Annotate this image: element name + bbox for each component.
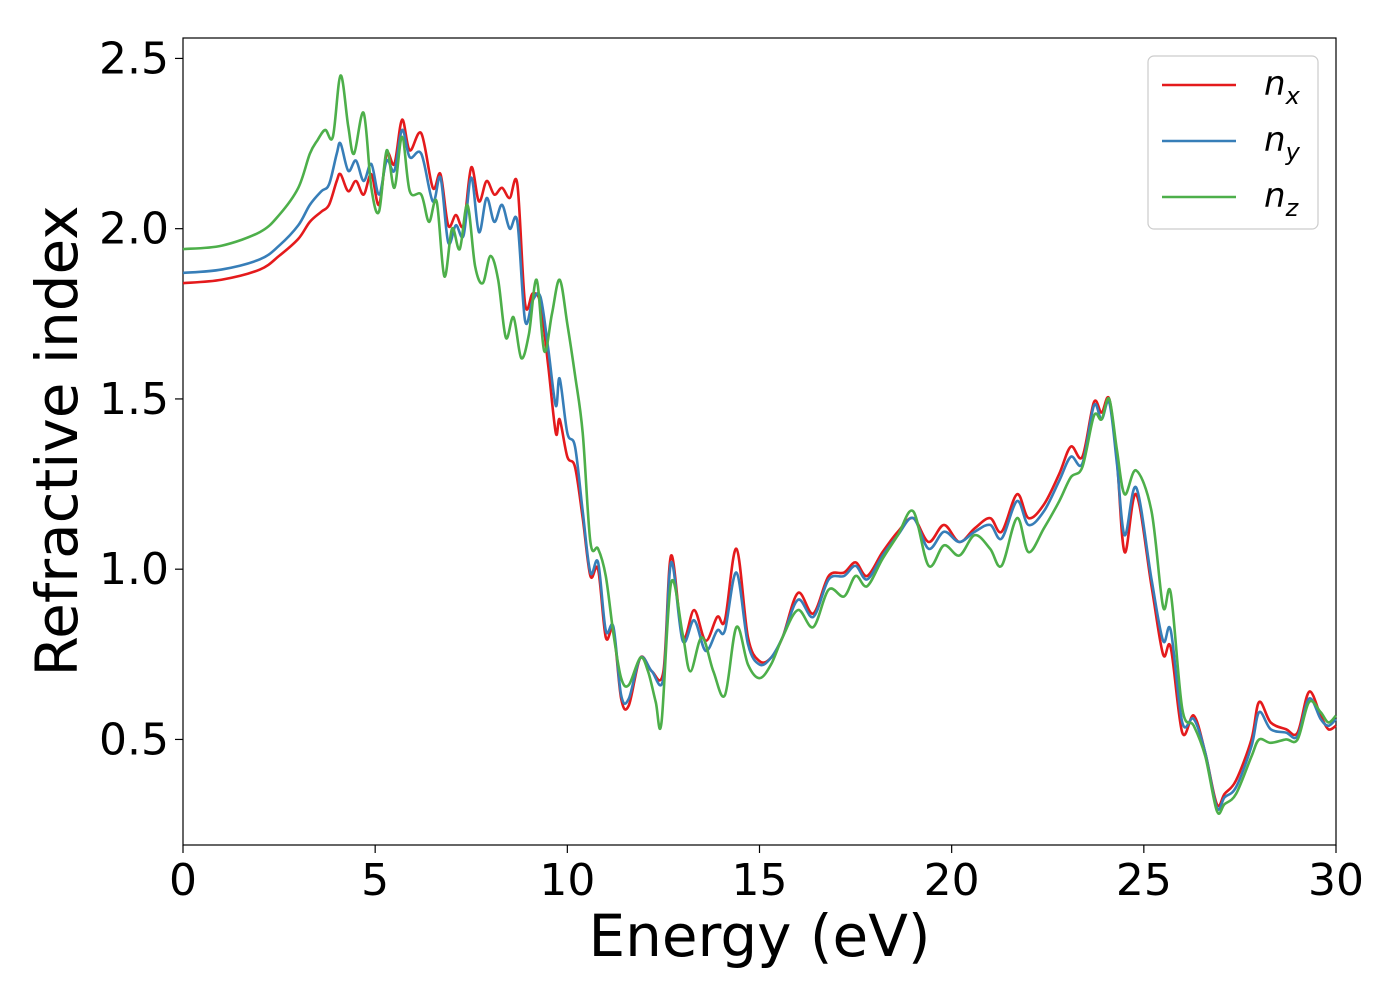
x-tick-label: 10 [539,855,595,906]
series-layer [182,74,1337,815]
legend-label-n-z: nz [1264,176,1300,222]
x-tick-label: 0 [169,855,197,906]
y-tick-label: 2.0 [99,204,169,255]
x-tick-label: 25 [1116,855,1172,906]
series-line-n-y [182,128,1337,811]
x-tick-label: 5 [361,855,389,906]
legend: nx ny nz [1147,55,1319,230]
x-tick-label: 20 [924,855,980,906]
series-line-n-z [182,74,1337,815]
y-axis-label: Refractive index [23,205,91,676]
x-axis: 0 5 10 15 20 25 30 [169,845,1364,906]
y-tick-label: 2.5 [99,33,169,84]
legend-label-n-x: nx [1264,64,1301,110]
y-axis: 0.5 1.0 1.5 2.0 2.5 [99,33,183,765]
legend-label-n-y: ny [1264,120,1301,166]
x-axis-label: Energy (eV) [588,902,930,970]
x-tick-label: 30 [1308,855,1364,906]
y-tick-label: 1.0 [99,544,169,595]
y-tick-label: 1.5 [99,374,169,425]
y-tick-label: 0.5 [99,714,169,765]
x-tick-label: 15 [732,855,788,906]
legend-box [1147,55,1319,230]
